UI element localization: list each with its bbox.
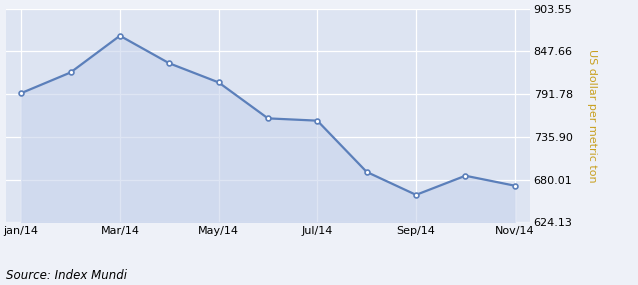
Y-axis label: US dollar per metric ton: US dollar per metric ton bbox=[587, 49, 597, 182]
Text: Source: Index Mundi: Source: Index Mundi bbox=[6, 269, 128, 282]
